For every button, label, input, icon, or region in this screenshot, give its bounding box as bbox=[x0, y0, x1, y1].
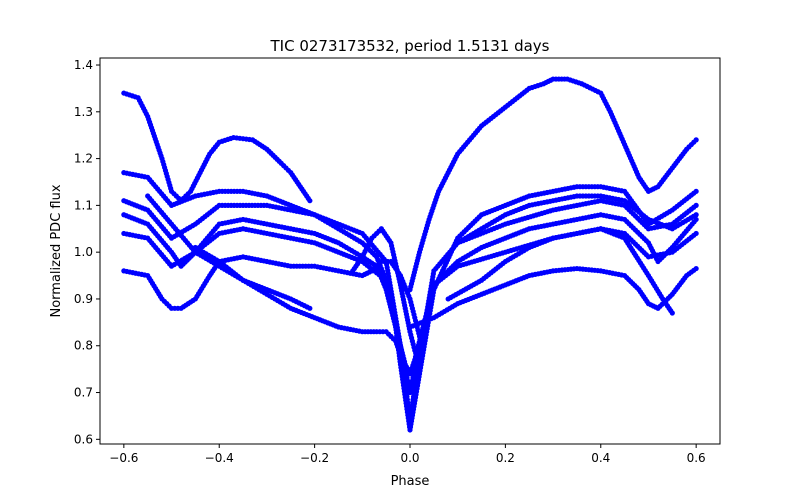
x-tick-label: −0.6 bbox=[109, 451, 138, 465]
x-tick-label: −0.2 bbox=[300, 451, 329, 465]
y-axis-label: Normalized PDC flux bbox=[49, 184, 64, 317]
data-point bbox=[669, 310, 675, 316]
data-point bbox=[397, 352, 404, 358]
x-tick-label: −0.4 bbox=[205, 451, 234, 465]
y-tick-label: 1.3 bbox=[74, 105, 93, 119]
data-point bbox=[693, 137, 699, 143]
data-point bbox=[693, 265, 699, 272]
y-tick-label: 1.1 bbox=[74, 198, 93, 212]
data-point bbox=[416, 333, 423, 339]
x-tick-label: 0.2 bbox=[496, 451, 515, 465]
y-tick-label: 0.7 bbox=[74, 386, 93, 400]
y-tick-label: 1.0 bbox=[74, 245, 93, 259]
data-point bbox=[307, 198, 313, 204]
data-point bbox=[693, 212, 699, 218]
x-axis-ticks: −0.6 −0.4 −0.2 0.0 0.2 0.4 0.6 bbox=[109, 444, 706, 465]
y-tick-label: 0.6 bbox=[74, 432, 93, 446]
data-point bbox=[693, 230, 699, 237]
y-tick-label: 0.9 bbox=[74, 292, 93, 306]
y-tick-label: 1.4 bbox=[74, 58, 93, 72]
data-point bbox=[693, 202, 699, 208]
y-tick-label: 1.2 bbox=[74, 152, 93, 166]
x-axis-label: Phase bbox=[391, 474, 430, 489]
x-tick-label: 0.6 bbox=[687, 451, 706, 465]
y-tick-label: 0.8 bbox=[74, 339, 93, 353]
x-tick-label: 0.4 bbox=[591, 451, 610, 465]
x-tick-label: 0.0 bbox=[400, 451, 419, 465]
y-axis-ticks: 0.6 0.7 0.8 0.9 1.0 1.1 1.2 1.3 1.4 bbox=[74, 58, 100, 446]
data-point bbox=[416, 361, 423, 368]
data-point bbox=[693, 188, 699, 194]
data-points bbox=[121, 76, 699, 433]
data-point bbox=[307, 305, 313, 311]
chart-title: TIC 0273173532, period 1.5131 days bbox=[269, 37, 549, 55]
